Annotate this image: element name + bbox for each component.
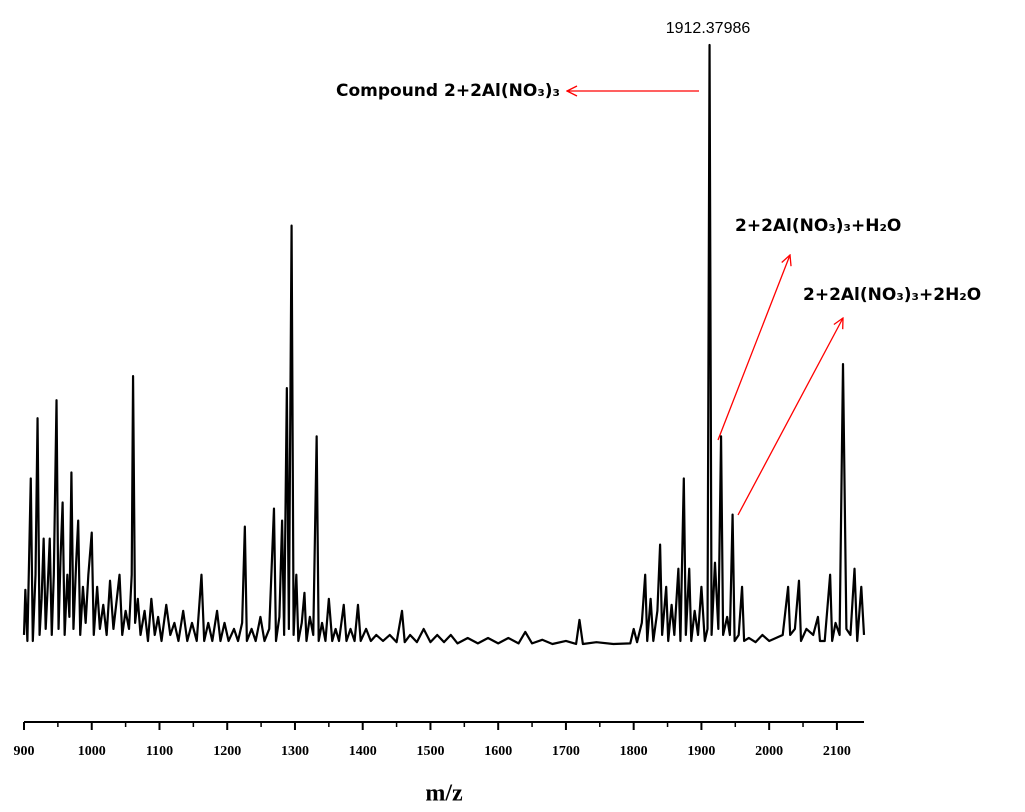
x-tick-label: 1000: [78, 744, 106, 759]
arrow: [737, 318, 843, 516]
x-tick-label: 1700: [552, 744, 580, 759]
x-tick-label: 900: [14, 744, 35, 759]
x-tick-label: 1600: [484, 744, 512, 759]
x-tick-label: 1900: [687, 744, 715, 759]
x-tick-label: 2100: [823, 744, 851, 759]
x-tick-label: 1500: [416, 744, 444, 759]
annotation: 2+2Al(NO₃)₃+H₂O: [735, 216, 901, 236]
x-tick-label: 1400: [349, 744, 377, 759]
x-tick-label: 1100: [146, 744, 173, 759]
annotation: Compound 2+2Al(NO₃)₃: [336, 81, 560, 101]
x-tick-label: 1200: [213, 744, 241, 759]
spectrum-line: [22, 43, 866, 646]
x-axis-label: m/z: [425, 781, 463, 807]
annotation: 2+2Al(NO₃)₃+2H₂O: [803, 285, 981, 305]
arrow: [717, 255, 790, 441]
x-tick-label: 1300: [281, 744, 309, 759]
x-tick-label: 1800: [620, 744, 648, 759]
x-tick-label: 2000: [755, 744, 783, 759]
peak-label: 1912.37986: [666, 20, 751, 37]
